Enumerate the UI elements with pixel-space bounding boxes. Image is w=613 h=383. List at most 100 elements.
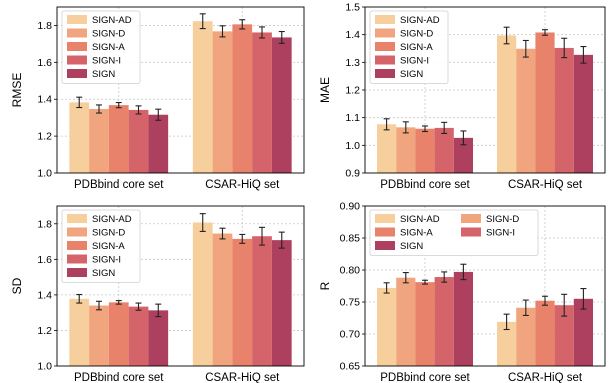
y-axis-label: R	[318, 281, 332, 290]
legend-swatch-sign-ad	[67, 15, 87, 24]
y-tick-label: 0.70	[340, 329, 361, 341]
legend-label: SIGN-AD	[400, 214, 440, 225]
y-tick-label: 0.65	[340, 361, 361, 373]
bar-sign-a	[108, 105, 129, 173]
legend-swatch-sign	[67, 268, 87, 277]
y-tick-label: 1.6	[37, 57, 52, 69]
legend-swatch-sign-ad	[375, 15, 395, 24]
legend-swatch-sign	[375, 241, 395, 250]
y-tick-label: 1.2	[37, 131, 52, 143]
bar-sign-a	[535, 32, 555, 173]
chart-panel-sd: 1.0 1.2 1.4 1.6 1.8 PDBbind core set CSAR-HiQ …	[10, 205, 305, 383]
bar-sign-ad	[192, 21, 213, 173]
bar-sign	[453, 137, 473, 173]
legend-label: SIGN	[92, 69, 115, 80]
bar-sign-a	[415, 128, 435, 173]
legend-label: SIGN-A	[92, 241, 125, 252]
y-tick-label: 1.4	[345, 29, 360, 41]
legend: SIGN-AD SIGN-D SIGN-A SIGN-I SIGN	[369, 209, 539, 256]
y-axis-label: SD	[10, 277, 24, 294]
legend-label: SIGN-D	[92, 29, 125, 40]
legend-label: SIGN	[92, 268, 115, 279]
legend-swatch-sign-ad	[67, 214, 87, 223]
legend-label: SIGN-A	[92, 42, 125, 53]
y-tick-label: 0.85	[340, 233, 361, 245]
bar-sign-a	[535, 300, 555, 366]
x-category-label: PDBbind core set	[380, 179, 470, 191]
legend-swatch-sign-a	[67, 241, 87, 250]
bar-sign-a	[232, 24, 253, 173]
bar-sign-d	[396, 127, 416, 173]
x-category-label: PDBbind core set	[74, 179, 164, 191]
x-category-label: PDBbind core set	[74, 372, 164, 383]
x-category-label: CSAR-HiQ set	[508, 179, 583, 191]
legend-swatch-sign-a	[67, 42, 87, 51]
bar-sign-i	[554, 305, 574, 366]
bar-sign-ad	[377, 287, 397, 366]
y-tick-label: 1.4	[37, 289, 52, 301]
y-tick-label: 1.3	[345, 57, 360, 69]
y-axis-label: RMSE	[10, 73, 24, 108]
legend-label: SIGN-AD	[400, 15, 440, 26]
bar-sign	[573, 54, 593, 173]
y-tick-label: 1.2	[37, 325, 52, 337]
y-tick-label: 1.0	[37, 168, 52, 180]
legend-swatch-sign-i	[67, 254, 87, 264]
legend: SIGN-AD SIGN-D SIGN-A SIGN-I SIGN	[61, 10, 141, 84]
legend-swatch-sign-d	[375, 28, 395, 38]
legend-label: SIGN-AD	[92, 214, 132, 225]
y-tick-label: 0.9	[345, 168, 360, 180]
x-category-label: CSAR-HiQ set	[508, 372, 583, 383]
bar-sign-d	[89, 305, 109, 366]
bar-sign-d	[89, 108, 109, 173]
legend-label: SIGN-D	[92, 228, 125, 239]
bar-sign	[271, 240, 292, 366]
legend-label: SIGN-AD	[92, 15, 132, 26]
legend-swatch-sign-d	[461, 214, 481, 223]
legend-swatch-sign-a	[375, 42, 395, 51]
bar-sign	[148, 114, 169, 173]
x-category-label: PDBbind core set	[380, 372, 470, 383]
legend-label: SIGN-D	[400, 29, 433, 40]
legend-label: SIGN-A	[400, 42, 433, 53]
bar-sign-ad	[69, 102, 90, 173]
y-tick-label: 1.5	[345, 2, 360, 14]
bar-sign-d	[396, 277, 416, 366]
bar-sign-i	[252, 32, 272, 173]
legend-swatch-sign-d	[67, 227, 87, 237]
y-tick-label: 0.90	[340, 201, 361, 213]
chart-panel-mae: 0.9 1.0 1.1 1.2 1.3 1.4 1.5 PDBbind core set CSA…	[318, 2, 606, 191]
legend-swatch-sign-ad	[375, 214, 395, 223]
legend-label: SIGN-A	[400, 228, 433, 239]
bar-sign-d	[516, 307, 536, 366]
bar-sign-i	[128, 306, 149, 366]
y-tick-label: 1.8	[37, 218, 52, 230]
legend-frame	[369, 209, 539, 256]
x-category-label: CSAR-HiQ set	[205, 179, 280, 191]
legend-label: SIGN-I	[92, 56, 121, 67]
y-tick-label: 1.8	[37, 20, 52, 32]
legend-label: SIGN-D	[486, 214, 519, 225]
bar-sign-a	[108, 302, 129, 366]
plot-frame	[56, 205, 305, 367]
plot-frame	[364, 6, 606, 174]
bar-sign-ad	[497, 321, 517, 366]
legend-swatch-sign-i	[67, 55, 87, 65]
legend-swatch-sign-d	[67, 28, 87, 38]
legend-label: SIGN-I	[486, 228, 515, 239]
bar-sign-ad	[69, 298, 90, 366]
legend-label: SIGN-I	[92, 255, 121, 266]
bar-sign-i	[434, 277, 454, 366]
legend: SIGN-AD SIGN-D SIGN-A SIGN-I SIGN	[61, 209, 141, 283]
y-tick-label: 0.75	[340, 297, 361, 309]
y-axis-label: MAE	[318, 77, 332, 103]
bar-sign-ad	[192, 222, 213, 366]
bar-sign-i	[252, 236, 272, 366]
legend-swatch-sign-i	[461, 227, 481, 237]
bar-sign-ad	[497, 35, 517, 173]
y-tick-label: 1.4	[37, 94, 52, 106]
bar-sign-ad	[377, 124, 397, 173]
bar-sign-d	[516, 48, 536, 173]
bar-sign-d	[212, 233, 233, 366]
bar-sign-i	[554, 47, 574, 173]
